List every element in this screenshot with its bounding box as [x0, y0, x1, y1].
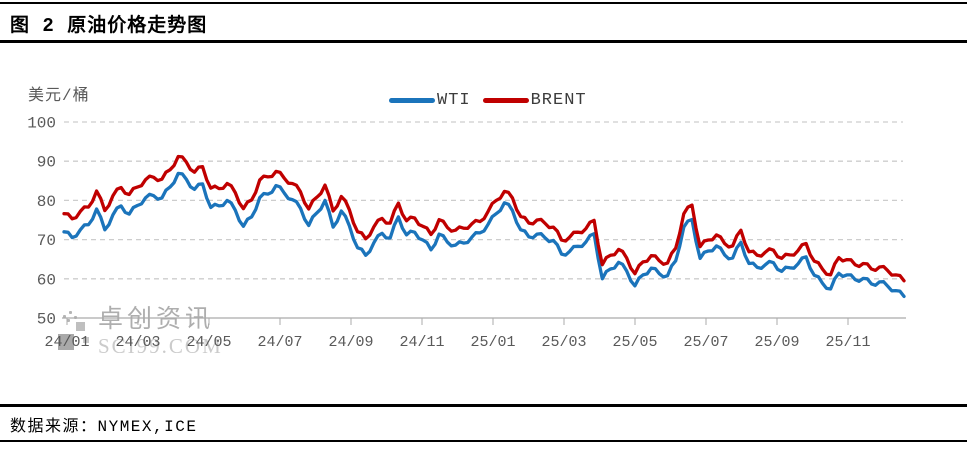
svg-text:24/01: 24/01 [44, 334, 89, 351]
top-border-line [0, 2, 967, 4]
svg-text:90: 90 [37, 154, 56, 172]
footer-divider [0, 404, 967, 407]
svg-text:24/11: 24/11 [399, 334, 444, 351]
svg-text:24/03: 24/03 [115, 334, 160, 351]
svg-text:70: 70 [37, 232, 56, 250]
svg-text:50: 50 [37, 311, 56, 329]
sci99-logo-icon [56, 306, 96, 360]
brent-line-swatch [482, 98, 529, 103]
series-line-brent [62, 154, 906, 283]
watermark-brand-text: 卓创资讯 [98, 306, 215, 333]
watermark: 卓创资讯 SCI99.COM [56, 306, 223, 360]
x-axis-labels: 24/01 24/03 24/05 24/07 24/09 24/11 25/01 25/03… [44, 318, 871, 351]
legend-item-wti: WTI [389, 91, 471, 110]
svg-text:80: 80 [37, 193, 56, 211]
title-divider [0, 40, 967, 43]
watermark-site-text: SCI99.COM [98, 334, 223, 358]
legend-label-wti: WTI [437, 91, 471, 110]
svg-text:25/11: 25/11 [825, 334, 870, 351]
gridlines [64, 121, 903, 280]
svg-text:60: 60 [37, 271, 56, 289]
data-source-note: 数据来源：NYMEX,ICE [10, 418, 198, 436]
svg-text:24/07: 24/07 [257, 334, 302, 351]
svg-text:100: 100 [27, 115, 56, 133]
y-axis-unit-label: 美元/桶 [28, 87, 90, 105]
svg-text:24/09: 24/09 [328, 334, 373, 351]
svg-text:25/01: 25/01 [470, 334, 515, 351]
svg-text:25/05: 25/05 [612, 334, 657, 351]
svg-text:25/09: 25/09 [754, 334, 799, 351]
svg-text:24/05: 24/05 [186, 334, 231, 351]
svg-text:25/07: 25/07 [683, 334, 728, 351]
svg-text:25/03: 25/03 [541, 334, 586, 351]
figure-title: 图 2 原油价格走势图 [10, 15, 208, 37]
wti-line-swatch [389, 98, 435, 103]
legend-item-brent: BRENT [482, 91, 587, 110]
series-line-wti [62, 171, 906, 299]
y-axis-labels: 50 60 70 80 90 100 [27, 115, 56, 329]
bottom-border-line [0, 440, 967, 442]
legend: WTI BRENT [389, 91, 587, 110]
legend-label-brent: BRENT [530, 91, 587, 110]
